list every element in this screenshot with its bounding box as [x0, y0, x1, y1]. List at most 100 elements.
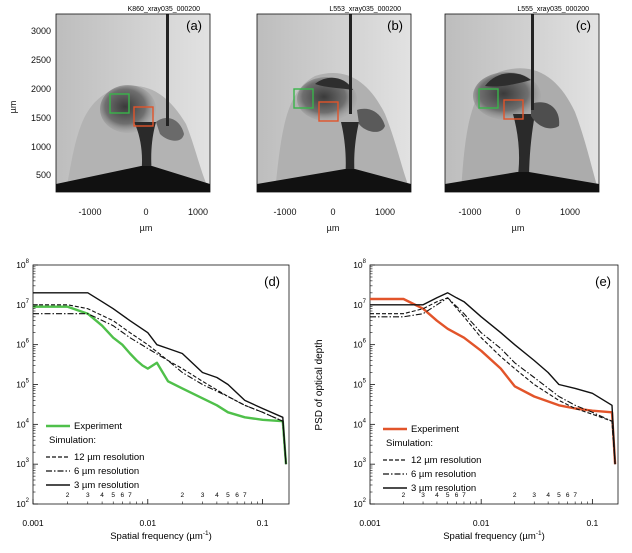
xtick-label: 0.01 [473, 518, 490, 528]
legend-experiment: Experiment [411, 424, 459, 435]
ytick: 1500 [31, 113, 51, 123]
ytick-exponent: 2 [26, 498, 30, 504]
roi-box-red [503, 99, 524, 120]
legend-experiment: Experiment [74, 421, 122, 432]
xtick-minor-label: 2 [513, 492, 517, 499]
ytick-exponent: 3 [363, 458, 367, 464]
ytick-exponent: 3 [26, 458, 30, 464]
xtick: -1000 [78, 207, 101, 217]
ytick: 500 [36, 170, 51, 180]
xtick-minor-label: 3 [86, 492, 90, 499]
xtick: 0 [515, 207, 520, 217]
ytick-label: 103 [16, 458, 29, 469]
xtick-minor-label: 7 [243, 492, 247, 499]
series-line-experiment [370, 297, 617, 465]
ytick-label: 108 [353, 259, 366, 270]
xtick-minor-label: 7 [462, 492, 466, 499]
panel-b: L553_xray035_000200 (b) [256, 6, 412, 193]
ytick-label: 106 [353, 339, 366, 350]
series-line-experiment [33, 305, 288, 465]
xtick-minor-label: 2 [66, 492, 70, 499]
ytick-exponent: 8 [26, 259, 30, 265]
roi-box-green [293, 88, 314, 109]
xtick-minor-label: 4 [435, 492, 439, 499]
ytick-exponent: 5 [26, 379, 30, 385]
xtick-minor-label: 3 [421, 492, 425, 499]
ytick-label: 107 [353, 299, 366, 310]
x-axis-label-exponent: -1 [203, 530, 209, 537]
legend-simulation: Simulation: [49, 435, 96, 446]
roi-box-green [478, 88, 499, 109]
xtick-minor-label: 6 [120, 492, 124, 499]
ytick-exponent: 4 [363, 418, 367, 424]
xtick-label: 0.001 [22, 518, 44, 528]
ytick-label: 105 [16, 379, 29, 390]
xtick-minor-label: 4 [215, 492, 219, 499]
ytick-label: 106 [16, 339, 29, 350]
ytick-label: 107 [16, 299, 29, 310]
panel-a: K860_xray035_000200 (a) [55, 6, 211, 193]
image-caption: L553_xray035_000200 [329, 6, 401, 13]
xtick: 0 [330, 207, 335, 217]
roi-box-green [109, 93, 130, 114]
ytick-exponent: 6 [26, 339, 30, 345]
ytick: 2000 [31, 84, 51, 94]
xtick-minor-label: 2 [402, 492, 406, 499]
ytick-exponent: 2 [363, 498, 367, 504]
legend-12um: 12 µm resolution [74, 452, 144, 463]
xtick-minor-label: 5 [557, 492, 561, 499]
series-line-3-m-resolution [370, 292, 616, 465]
image-caption: L555_xray035_000200 [517, 6, 589, 13]
panel-c: L555_xray035_000200 (c) [444, 6, 600, 193]
roi-box-red [318, 101, 339, 122]
xtick-label: 0.1 [257, 518, 269, 528]
x-axis-label: µm [140, 223, 153, 233]
xtick-minor-label: 5 [226, 492, 230, 499]
xtick-minor-label: 6 [235, 492, 239, 499]
x-axis-label: Spatial frequency (µm-1) [443, 530, 545, 542]
xtick-minor-label: 3 [532, 492, 536, 499]
legend: Experiment Simulation: 12 µm resolution … [383, 424, 481, 494]
panel-label: (e) [595, 274, 611, 289]
ytick-exponent: 5 [363, 379, 367, 385]
ytick-label: 104 [353, 418, 366, 429]
legend-simulation: Simulation: [386, 438, 433, 449]
ytick: 1000 [31, 142, 51, 152]
legend-3um: 3 µm resolution [74, 480, 139, 491]
xtick-label: 0.001 [359, 518, 381, 528]
xtick: 1000 [188, 207, 208, 217]
legend-12um: 12 µm resolution [411, 455, 481, 466]
ytick-exponent: 7 [26, 299, 30, 305]
y-axis-label: PSD of optical depth [314, 339, 325, 430]
x-axis-label-end: ) [209, 531, 212, 542]
xtick-minor-label: 7 [128, 492, 132, 499]
legend-3um: 3 µm resolution [411, 483, 476, 494]
ytick: 3000 [31, 26, 51, 36]
xtick-label: 0.1 [586, 518, 598, 528]
panel-label: (a) [186, 18, 202, 33]
x-axis-label: Spatial frequency (µm-1) [110, 530, 212, 542]
xtick: 1000 [560, 207, 580, 217]
xtick-minor-label: 6 [566, 492, 570, 499]
xtick-minor-label: 7 [573, 492, 577, 499]
ytick-exponent: 8 [363, 259, 367, 265]
ytick-label: 102 [353, 498, 366, 509]
ytick-exponent: 7 [363, 299, 367, 305]
xtick: -1000 [273, 207, 296, 217]
xtick-minor-label: 6 [455, 492, 459, 499]
x-axis-label: µm [512, 223, 525, 233]
xtick-minor-label: 3 [201, 492, 205, 499]
xtick-minor-label: 4 [100, 492, 104, 499]
image-caption: K860_xray035_000200 [128, 6, 201, 13]
roi-box-red [133, 106, 154, 127]
ytick-label: 104 [16, 418, 29, 429]
legend: Experiment Simulation: 12 µm resolution … [46, 421, 144, 491]
y-axis-label: µm [8, 101, 18, 114]
panel-label: (b) [387, 18, 403, 33]
top-axes: µm 500 1000 1500 2000 2500 3000 -1000 0 … [8, 26, 580, 233]
panel-label: (d) [264, 274, 280, 289]
panel-label: (c) [576, 18, 591, 33]
